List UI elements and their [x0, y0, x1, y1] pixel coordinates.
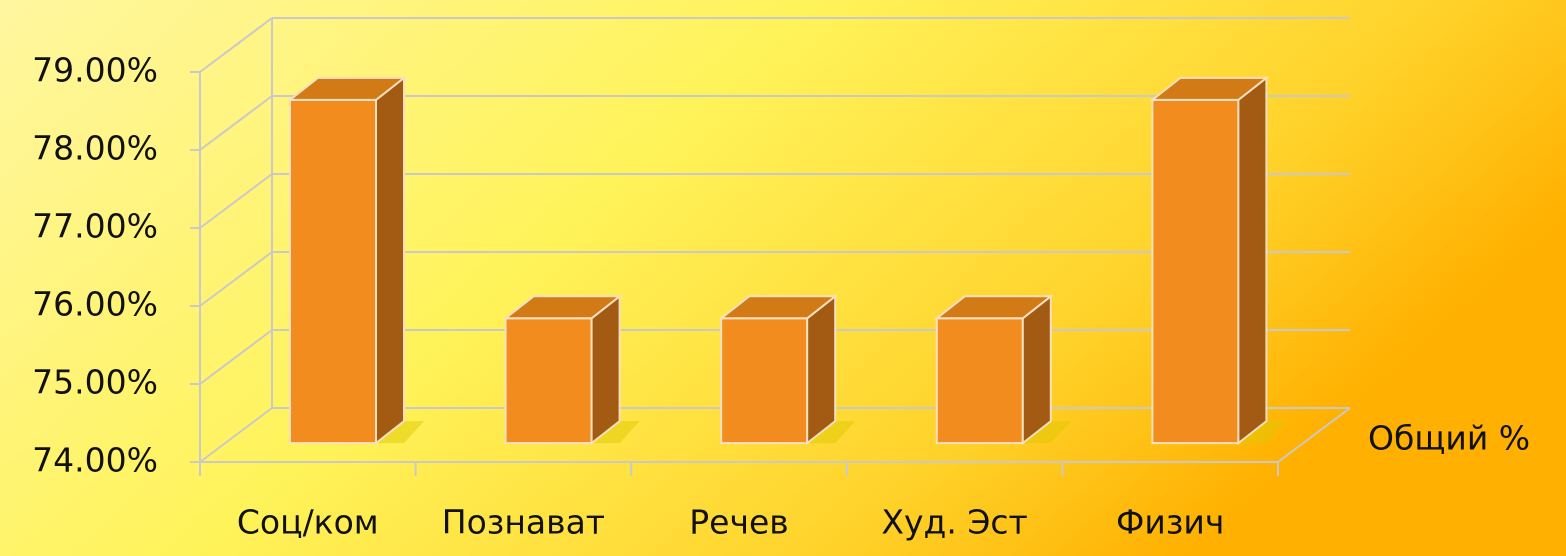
grid-line [199, 95, 273, 151]
bar-top [1149, 76, 1270, 101]
bar-top [287, 76, 407, 101]
y-tick-label: 75.00% [32, 363, 158, 402]
x-tick-label: Соц/ком [237, 503, 379, 542]
x-tick-label: Физич [1116, 503, 1224, 542]
bar-side [1237, 75, 1268, 446]
bar-top [718, 295, 839, 320]
y-tick-label: 76.00% [32, 285, 158, 324]
grid-line [199, 407, 273, 463]
bar-top [933, 295, 1054, 320]
grid-line [199, 17, 273, 73]
legend-label: Общий % [1368, 419, 1530, 458]
bar [289, 98, 377, 445]
axis-line [1277, 407, 1351, 463]
bar-side [1021, 294, 1052, 446]
y-tick-label: 79.00% [32, 51, 158, 90]
grid-line [199, 173, 273, 229]
bar-side [375, 75, 405, 446]
x-tick-label: Речев [689, 503, 788, 542]
grid-line [199, 251, 273, 307]
y-tick-label: 78.00% [32, 129, 158, 168]
bar-side [806, 294, 837, 446]
y-tick-label: 77.00% [32, 207, 158, 246]
grid-line [199, 329, 273, 385]
x-tick-label: Познават [442, 503, 605, 542]
y-tick-label: 74.00% [32, 441, 158, 480]
bar-side [590, 294, 621, 446]
bar [935, 317, 1024, 445]
bar-top [502, 295, 623, 320]
bar [1151, 98, 1240, 445]
bar [720, 317, 809, 445]
x-tick-label: Худ. Эст [881, 503, 1027, 542]
bar [504, 317, 593, 445]
